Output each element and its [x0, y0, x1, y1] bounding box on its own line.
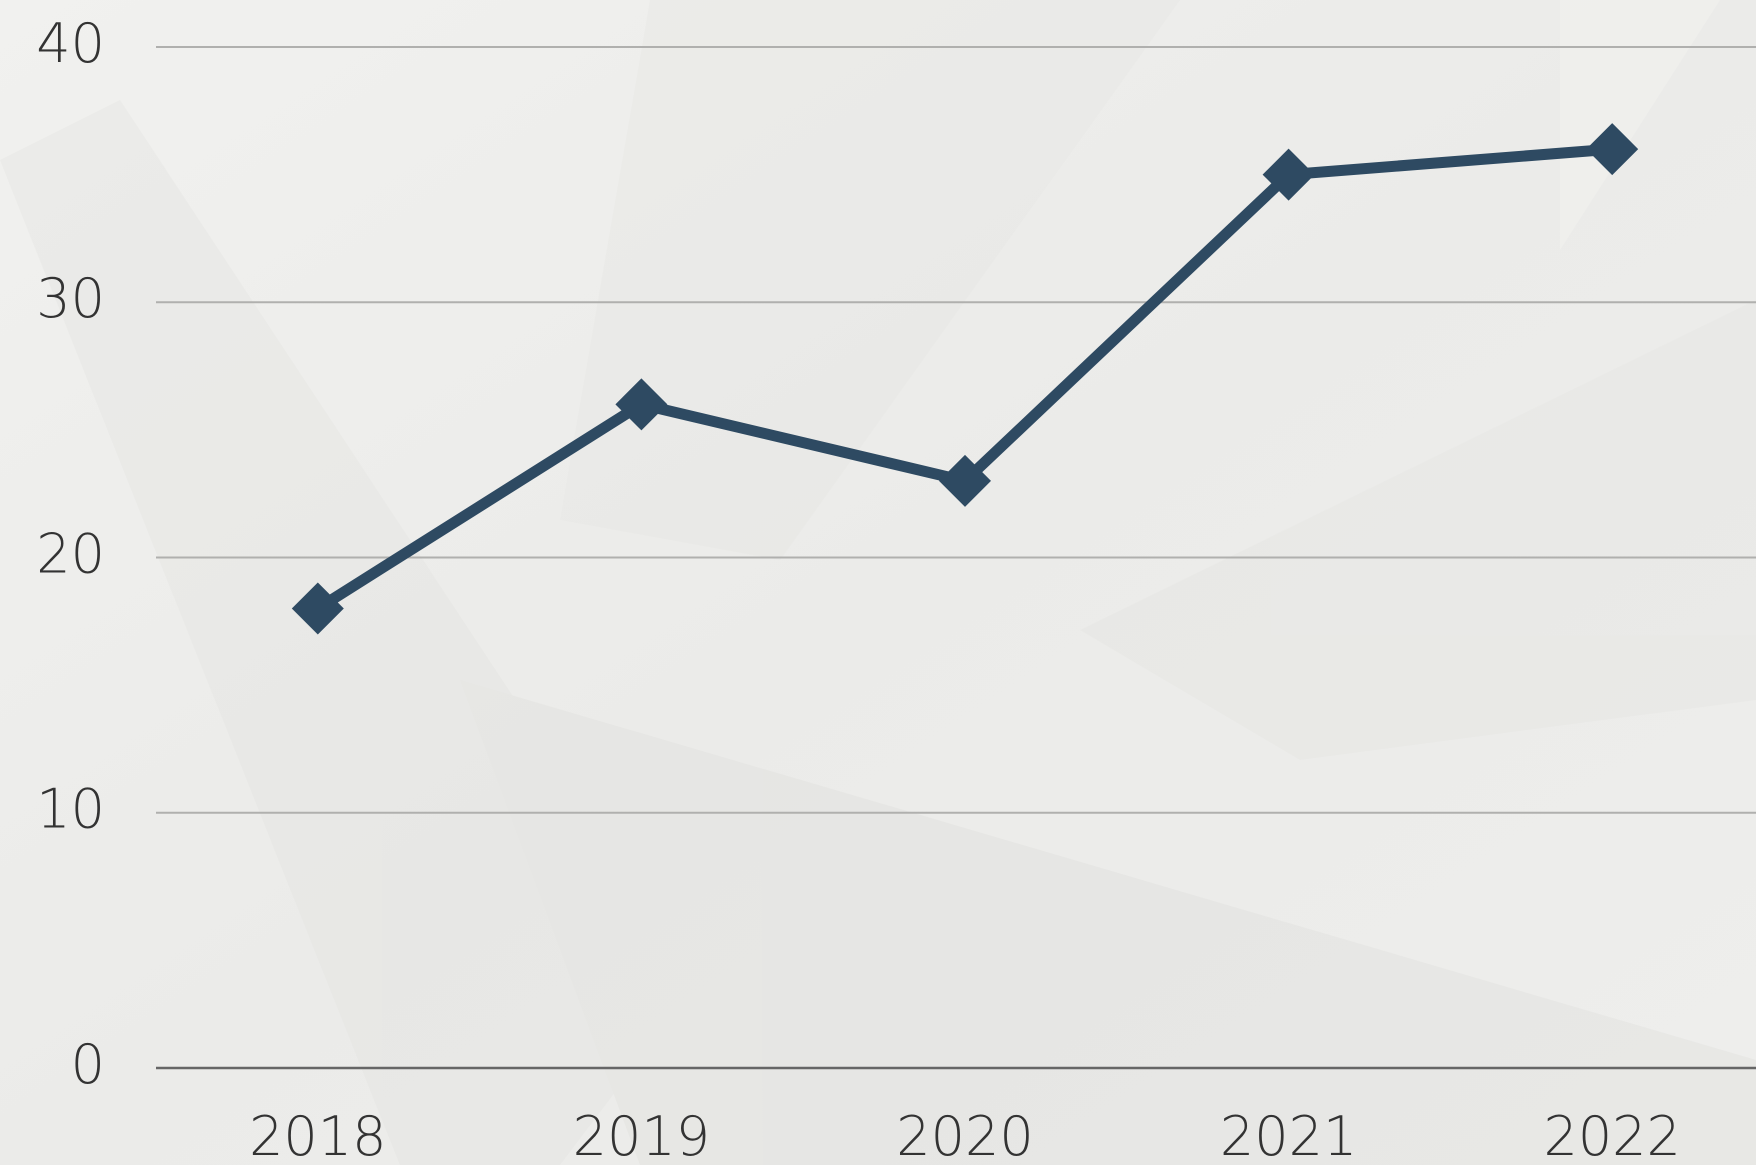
x-tick-label: 2022: [1543, 1105, 1680, 1165]
y-tick-label: 20: [36, 522, 105, 585]
y-tick-label: 10: [36, 778, 105, 841]
chart: 0 10 20 30 40 2018 2019 2020 2021 2022: [0, 0, 1756, 1165]
x-tick-label: 2020: [896, 1105, 1033, 1165]
y-tick-label: 0: [71, 1033, 105, 1096]
y-tick-label: 30: [36, 267, 105, 330]
x-tick-label: 2019: [573, 1105, 710, 1165]
x-tick-label: 2021: [1220, 1105, 1357, 1165]
x-tick-label: 2018: [249, 1105, 386, 1165]
page: 01020304020182019202020212022 (() => { c…: [0, 0, 1756, 1165]
y-tick-label: 40: [36, 12, 105, 75]
